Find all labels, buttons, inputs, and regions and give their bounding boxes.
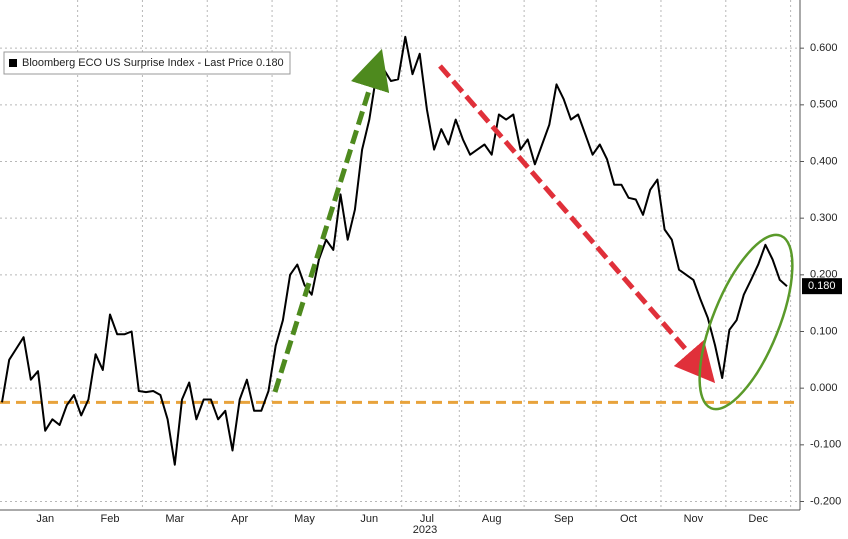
legend-swatch: [9, 59, 17, 67]
y-tick-label: 0.100: [810, 325, 838, 337]
x-tick-label: Aug: [482, 513, 502, 525]
x-tick-label: Jan: [36, 513, 54, 525]
last-price-label: 0.180: [808, 280, 836, 292]
line: [1, 35, 788, 466]
x-tick-label: Apr: [231, 513, 248, 525]
plot-area: [0, 0, 800, 510]
y-tick-label: 0.000: [810, 382, 838, 394]
green-arrow: [272, 48, 390, 393]
legend-box: [3, 51, 291, 75]
y-tick-label: 0.400: [810, 155, 838, 167]
x-sublabel: 2023: [413, 524, 437, 536]
x-tick-label: Jul: [420, 513, 434, 525]
y-tick-label: 0.500: [810, 99, 838, 111]
x-tick-label: Sep: [554, 513, 574, 525]
x-tick-label: Dec: [748, 513, 768, 525]
x-tick-label: May: [294, 513, 315, 525]
x-tick-label: Nov: [684, 513, 704, 525]
y-tick-label: 0.600: [810, 42, 838, 54]
series: [1, 35, 788, 466]
x-tick-label: Oct: [620, 513, 637, 525]
legend: Bloomberg ECO US Surprise Index - Last P…: [3, 51, 291, 75]
y-tick-label: 0.300: [810, 212, 838, 224]
red-arrow: [438, 64, 716, 384]
x-tick-label: Feb: [101, 513, 120, 525]
x-tick-label: Mar: [165, 513, 184, 525]
y-tick-label: 0.200: [810, 269, 838, 281]
highlight-ellipse: [698, 233, 794, 411]
legend-label: Bloomberg ECO US Surprise Index - Last P…: [22, 57, 284, 69]
x-tick-label: Jun: [360, 513, 378, 525]
y-tick-label: -0.200: [810, 495, 841, 507]
y-tick-label: -0.100: [810, 439, 841, 451]
last-price-box: [802, 278, 842, 295]
